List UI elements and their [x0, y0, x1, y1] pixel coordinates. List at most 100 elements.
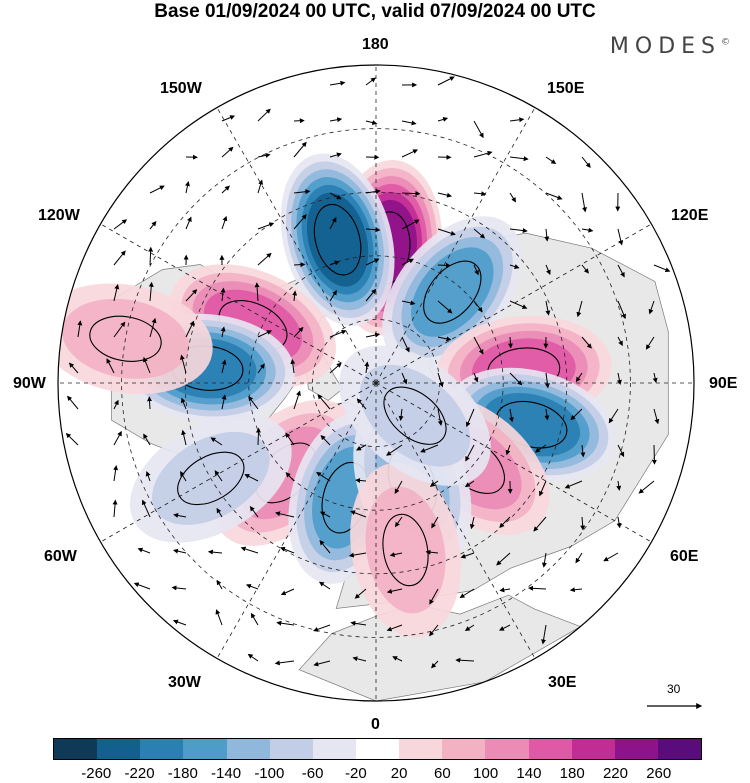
- wind-arrow: [653, 264, 671, 273]
- wind-arrow: [431, 660, 439, 669]
- anomaly-contour: [411, 247, 494, 337]
- wind-arrow: [580, 516, 586, 531]
- colorbar: -260 -220 -180 -140 -100 -60 -20 20 60 100 140 180 2…: [0, 738, 750, 783]
- meridian-line: [216, 382, 377, 659]
- colorbar-scale: [53, 738, 702, 760]
- latitude-circle: [248, 255, 504, 511]
- wind-arrow: [276, 620, 295, 626]
- wind-arrow: [429, 480, 439, 487]
- wind-arrow: [245, 583, 259, 590]
- wind-arrow: [354, 588, 367, 599]
- wind-arrow: [216, 579, 223, 590]
- wind-arrow: [509, 156, 529, 162]
- wind-arrow: [356, 398, 367, 410]
- wind-arrow: [365, 332, 381, 338]
- wind-arrow: [465, 408, 475, 428]
- wind-arrow: [352, 656, 367, 662]
- wind-arrow: [401, 300, 416, 306]
- wind-arrow: [143, 433, 151, 446]
- wind-arrow: [652, 372, 658, 384]
- anomaly-centre: [382, 216, 523, 368]
- wind-vectors: [65, 76, 671, 669]
- contour-line: [382, 513, 429, 587]
- wind-arrow: [210, 437, 223, 446]
- wind-arrow: [329, 117, 343, 123]
- colorbar-tick-label: -100: [254, 765, 285, 782]
- wind-arrow: [425, 549, 439, 555]
- wind-arrow: [473, 228, 486, 239]
- wind-arrow: [499, 516, 511, 528]
- wind-arrow: [365, 258, 380, 266]
- meridian-line: [375, 382, 652, 543]
- wind-arrow: [398, 408, 404, 421]
- wind-arrow: [509, 372, 523, 386]
- wind-arrow: [348, 552, 367, 558]
- wind-arrow: [473, 264, 479, 276]
- wind-arrow: [473, 300, 483, 313]
- wind-arrow: [569, 587, 583, 593]
- wind-arrow: [653, 408, 660, 425]
- colorbar-segment: [97, 739, 141, 759]
- wind-arrow: [329, 329, 347, 338]
- map-border: [57, 64, 695, 702]
- wind-arrow: [329, 80, 346, 86]
- colorbar-tick-label: 180: [559, 765, 585, 782]
- contour-line: [383, 386, 447, 445]
- anomaly-contour: [359, 364, 471, 467]
- contour-line: [423, 260, 482, 324]
- wind-arrow: [280, 588, 295, 596]
- wind-arrow: [365, 227, 381, 233]
- wind-arrow: [544, 408, 550, 421]
- colorbar-tick-label: 100: [473, 765, 499, 782]
- wind-arrow: [173, 548, 187, 554]
- colorbar-segment: [355, 739, 400, 759]
- wind-arrow: [329, 152, 342, 158]
- wind-arrow: [257, 152, 271, 158]
- wind-arrow: [319, 511, 331, 518]
- wind-arrow: [401, 336, 410, 353]
- lon-label-0: 0: [371, 716, 380, 733]
- wind-arrow: [293, 390, 301, 410]
- meridian-line: [375, 107, 536, 384]
- wind-arrow: [185, 216, 192, 230]
- wind-arrow: [460, 552, 475, 559]
- colorbar-segment: [485, 739, 529, 759]
- wind-arrow: [214, 470, 223, 482]
- wind-arrow: [541, 624, 547, 645]
- wind-arrow: [293, 326, 304, 338]
- wind-arrow: [149, 185, 165, 194]
- wind-arrow: [113, 465, 119, 482]
- wind-arrow: [505, 444, 511, 456]
- wind-arrow: [365, 288, 377, 302]
- wind-arrow: [173, 513, 187, 518]
- wind-arrow: [355, 477, 367, 483]
- wind-arrow: [437, 300, 453, 314]
- wind-arrow: [350, 510, 367, 518]
- wind-arrow: [638, 480, 655, 494]
- wind-arrow: [318, 581, 331, 590]
- wind-arrow: [499, 587, 511, 593]
- wind-arrow: [149, 221, 157, 230]
- colorbar-segment: [657, 739, 702, 759]
- lon-label-60w: 60W: [44, 548, 77, 565]
- colorbar-tick-label: -180: [167, 765, 198, 782]
- wind-arrow: [603, 552, 619, 562]
- wind-arrow: [293, 262, 306, 268]
- colorbar-tick-label: -140: [211, 765, 242, 782]
- wind-arrow: [113, 399, 119, 410]
- wind-arrow: [313, 660, 331, 667]
- wind-arrow: [254, 282, 260, 302]
- wind-arrow: [185, 181, 190, 194]
- wind-arrow: [401, 372, 408, 385]
- wind-arrow: [575, 552, 583, 564]
- wind-arrow: [329, 260, 340, 266]
- wind-arrow: [148, 281, 154, 302]
- wind-arrow: [113, 284, 120, 302]
- wind-arrow: [249, 505, 259, 518]
- wind-arrow: [455, 657, 475, 663]
- wind-arrow: [274, 660, 295, 666]
- wind-arrow: [386, 588, 403, 594]
- wind-arrow: [292, 290, 298, 302]
- wind-arrow: [429, 588, 439, 605]
- wind-arrow: [329, 217, 337, 230]
